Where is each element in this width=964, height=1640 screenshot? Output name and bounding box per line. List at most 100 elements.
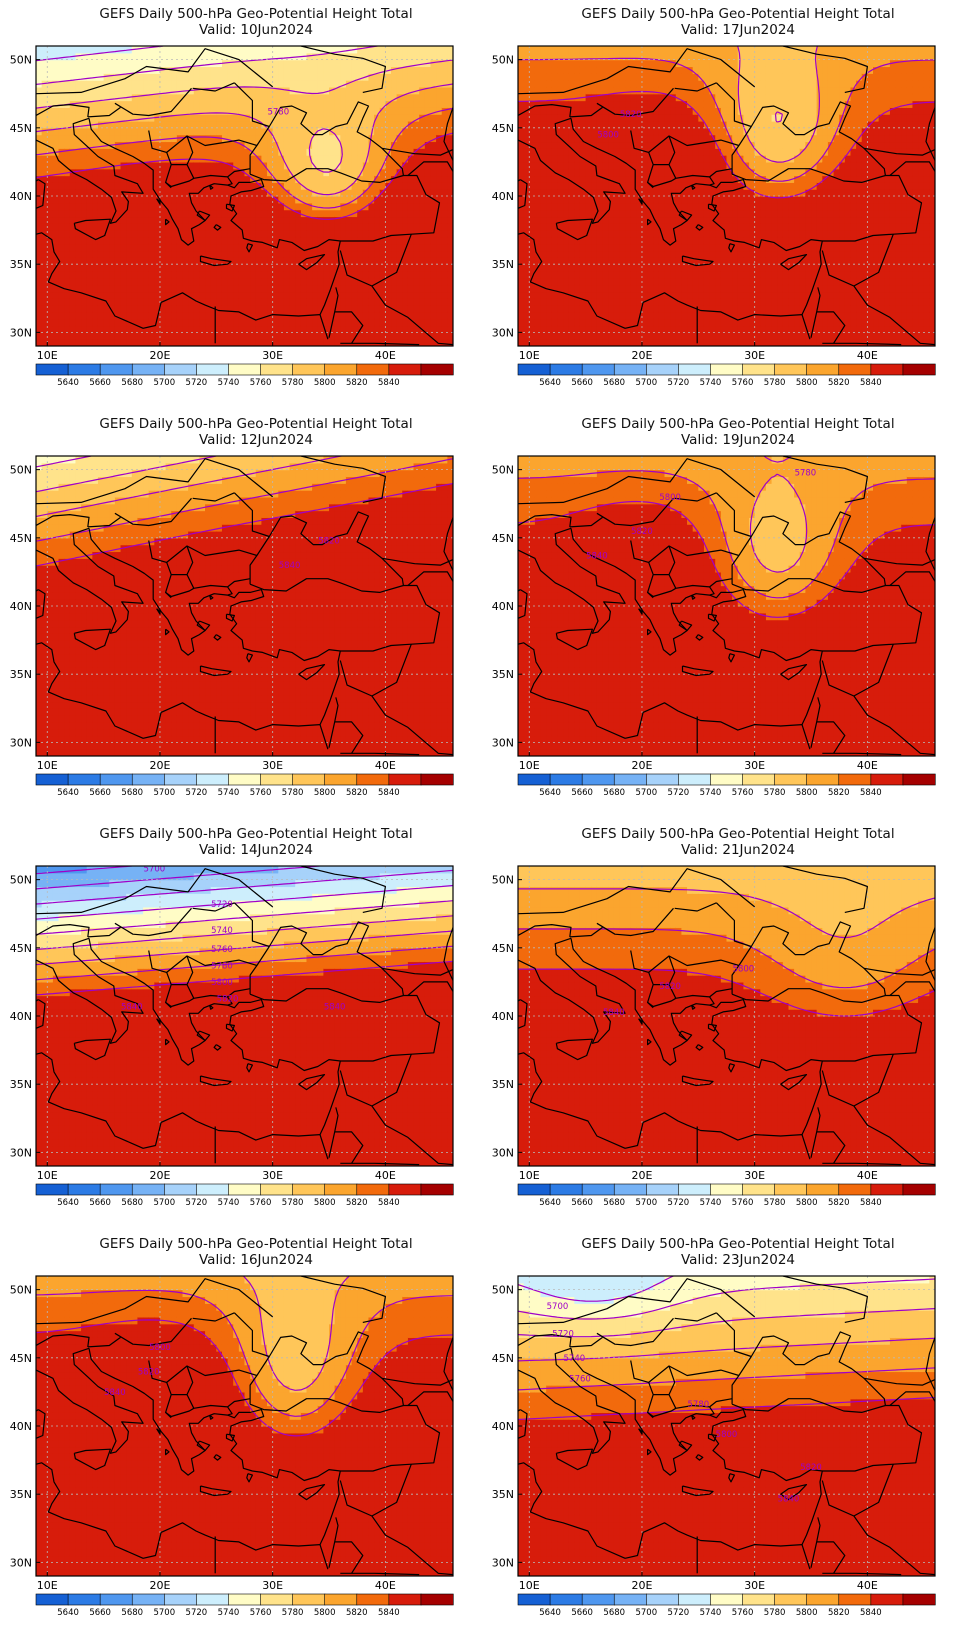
colorbar-swatch [613, 773, 647, 786]
colorbar-label: 5840 [860, 1608, 882, 1618]
contour-lines [518, 1276, 935, 1421]
lat-label: 50N [492, 54, 514, 67]
contour-label: 5740 [211, 926, 233, 936]
colorbar-swatch [710, 773, 744, 786]
colorbar-label: 5740 [218, 1198, 240, 1208]
colorbar-label: 5820 [828, 788, 850, 798]
colorbar-swatch [324, 363, 358, 376]
colorbar-label: 5720 [186, 1608, 208, 1618]
colorbar-swatch [420, 1593, 454, 1606]
colorbar-label: 5640 [57, 1608, 79, 1618]
contour-label: 5840 [279, 561, 301, 571]
contour-labels: 5800 5820 5840 [603, 964, 754, 1018]
lon-label: 30E [744, 1169, 765, 1182]
lon-label: 20E [149, 1579, 170, 1592]
colorbar-label: 5640 [57, 378, 79, 388]
colorbar-swatch [678, 363, 712, 376]
colorbar-label: 5780 [764, 788, 786, 798]
coastlines-borders [36, 46, 453, 346]
map-panel-16Jun2024: GEFS Daily 500-hPa Geo-Potential Height … [0, 1230, 482, 1640]
colorbar-swatch [902, 1183, 936, 1196]
colorbar-swatch [228, 773, 262, 786]
map-panel-12Jun2024: GEFS Daily 500-hPa Geo-Potential Height … [0, 410, 482, 820]
colorbar-label: 5780 [764, 1608, 786, 1618]
colorbar-label: 5700 [635, 378, 657, 388]
graticule [36, 456, 453, 756]
map-panel-17Jun2024: GEFS Daily 500-hPa Geo-Potential Height … [482, 0, 964, 410]
colorbar-label: 5760 [732, 1608, 754, 1618]
lon-label: 10E [37, 1169, 58, 1182]
panel-title: GEFS Daily 500-hPa Geo-Potential Height … [36, 6, 476, 23]
colorbar-label: 5640 [539, 1608, 561, 1618]
colorbar-swatch [196, 1183, 230, 1196]
lon-label: 40E [857, 1579, 878, 1592]
colorbar-swatch [646, 773, 679, 786]
colorbar-swatch [260, 773, 294, 786]
contour-lines [36, 866, 453, 996]
colorbar-label: 5720 [668, 1198, 690, 1208]
colorbar-swatch [228, 1183, 262, 1196]
colorbar-swatch [838, 773, 872, 786]
panel-title: GEFS Daily 500-hPa Geo-Potential Height … [518, 1236, 958, 1253]
colorbar-swatch [99, 1593, 133, 1606]
colorbar-swatch [164, 1183, 197, 1196]
lon-label: 10E [37, 759, 58, 772]
colorbar-swatch [164, 773, 197, 786]
lat-label: 30N [492, 326, 514, 339]
map-panel-14Jun2024: GEFS Daily 500-hPa Geo-Potential Height … [0, 820, 482, 1230]
map-panel-19Jun2024: GEFS Daily 500-hPa Geo-Potential Height … [482, 410, 964, 820]
panel-title: GEFS Daily 500-hPa Geo-Potential Height … [518, 416, 958, 433]
colorbar-swatch [710, 1183, 744, 1196]
colorbar-swatch [613, 1593, 647, 1606]
colorbar-label: 5780 [764, 378, 786, 388]
graticule [36, 46, 453, 346]
colorbar-label: 5780 [282, 378, 304, 388]
colorbar-label: 5840 [378, 788, 400, 798]
lon-label: 40E [375, 759, 396, 772]
colorbar-swatch [164, 363, 197, 376]
colorbar-swatch [646, 363, 679, 376]
colorbar-label: 5740 [700, 1198, 722, 1208]
lon-label: 30E [262, 1169, 283, 1182]
colorbar-label: 5680 [121, 1198, 143, 1208]
lat-label: 50N [492, 464, 514, 477]
colorbar-label: 5780 [282, 1198, 304, 1208]
colorbar-swatch [838, 1183, 872, 1196]
panel-title: GEFS Daily 500-hPa Geo-Potential Height … [36, 416, 476, 433]
colorbar-label: 5700 [153, 788, 175, 798]
coastlines-borders [518, 46, 935, 346]
colorbar-label: 5640 [57, 1198, 79, 1208]
lat-label: 45N [10, 942, 32, 955]
height-field [518, 866, 935, 1166]
lat-label: 30N [492, 736, 514, 749]
colorbar-swatch [549, 363, 583, 376]
height-field [36, 46, 453, 346]
colorbar-swatch [99, 1183, 133, 1196]
colorbar-label: 5760 [250, 1608, 272, 1618]
lat-label: 35N [492, 258, 514, 271]
colorbar-label: 5840 [378, 1198, 400, 1208]
lon-label: 40E [857, 349, 878, 362]
lat-label: 35N [10, 1488, 32, 1501]
lat-label: 40N [10, 1420, 32, 1433]
colorbar-label: 5660 [571, 378, 593, 388]
colorbar: 5640 5660 5680 5700 5720 5740 5760 5780 5800 5820… [517, 363, 936, 388]
colorbar-label: 5780 [282, 1608, 304, 1618]
contour-5780 [36, 915, 453, 951]
colorbar-label: 5720 [668, 378, 690, 388]
lon-label: 20E [631, 1169, 652, 1182]
colorbar-label: 5740 [700, 378, 722, 388]
contour-label: 5840 [586, 552, 608, 562]
lat-label: 50N [492, 1284, 514, 1297]
lon-label: 40E [857, 1169, 878, 1182]
contour-5740 [36, 884, 453, 920]
coastlines-borders [518, 456, 935, 756]
colorbar-label: 5740 [218, 788, 240, 798]
lon-label: 10E [37, 1579, 58, 1592]
panel-valid-date: Valid: 12Jun2024 [36, 432, 476, 449]
colorbar-label: 5740 [218, 378, 240, 388]
colorbar-swatch [774, 773, 808, 786]
colorbar-label: 5700 [153, 378, 175, 388]
colorbar-label: 5640 [57, 788, 79, 798]
